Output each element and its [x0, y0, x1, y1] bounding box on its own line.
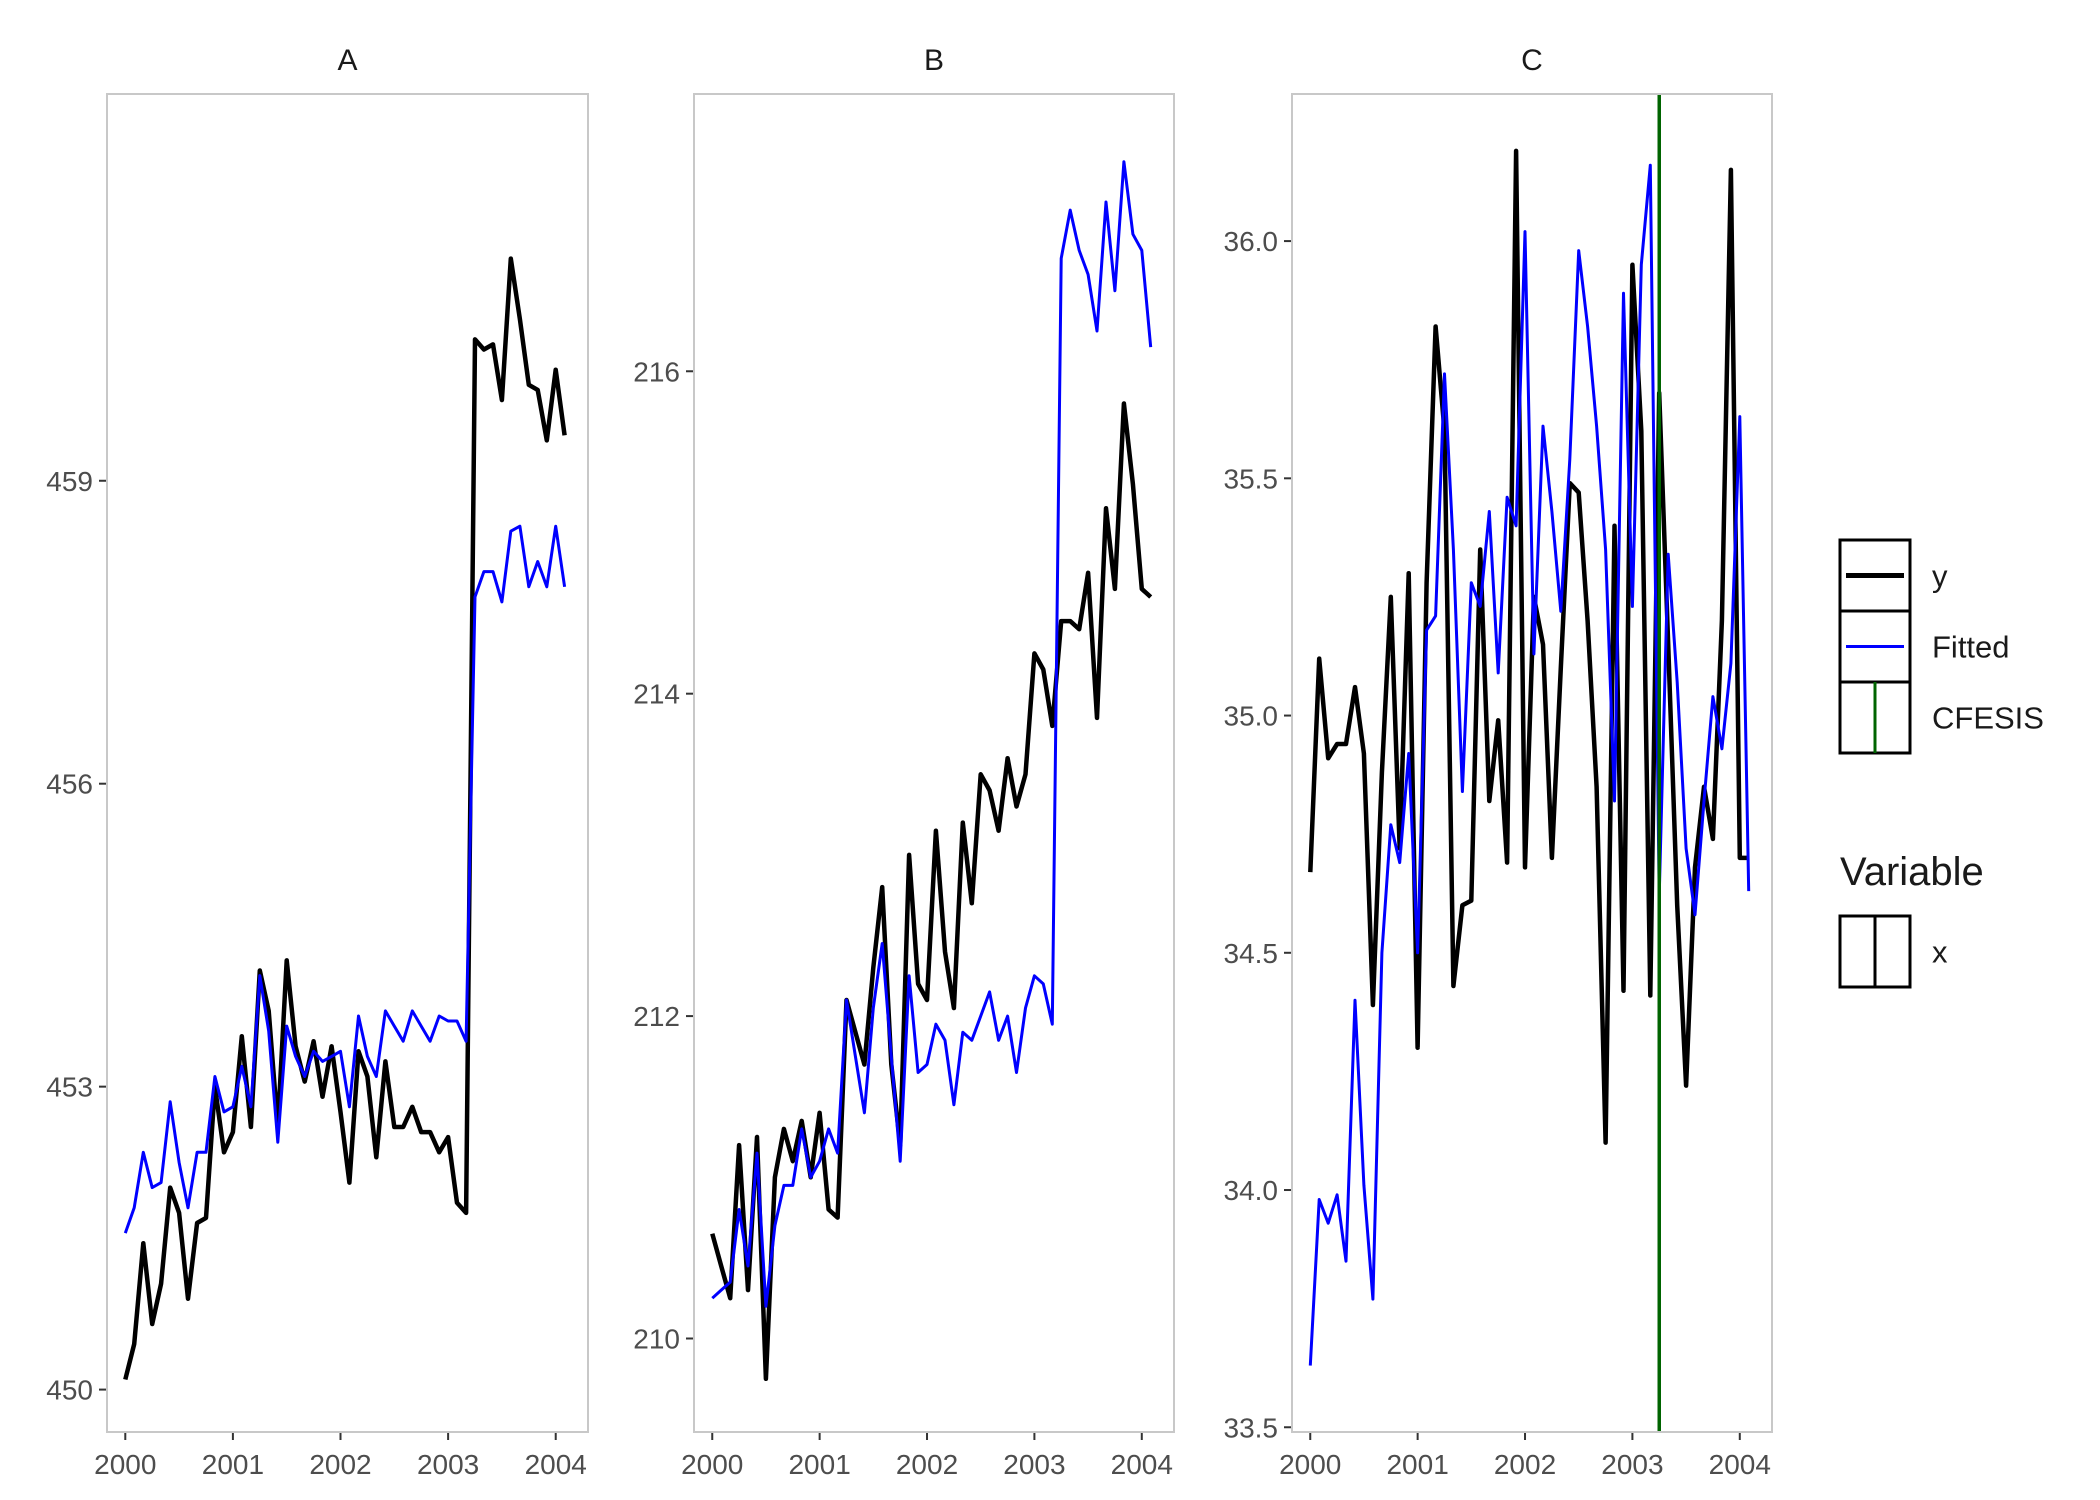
panel-a: A 2000 2001 2002 2003 2004 450 453 456 459 [46, 44, 589, 1480]
y-tick-label: 33.5 [1224, 1412, 1279, 1443]
series-line-fitted [1308, 163, 1751, 1366]
x-tick-label: 2002 [1494, 1449, 1556, 1480]
x-tick-label: 2002 [896, 1449, 958, 1480]
series-line-fitted [711, 160, 1153, 1308]
x-tick-label: 2004 [1709, 1449, 1771, 1480]
y-tick-label: 450 [46, 1375, 93, 1406]
legend-label: x [1932, 935, 1948, 970]
y-tick-label: 34.5 [1224, 938, 1279, 969]
y-tick-label: 456 [46, 769, 93, 800]
x-tick-label: 2000 [681, 1449, 743, 1480]
y-tick-label: 459 [46, 466, 93, 497]
x-tick-label: 2001 [202, 1449, 264, 1480]
panel-title: B [924, 44, 944, 77]
y-tick-label: 210 [633, 1324, 680, 1355]
series-line-y [710, 401, 1153, 1382]
y-tick-label: 34.0 [1224, 1175, 1279, 1206]
panel-border [106, 93, 589, 1433]
y-tick-label: 216 [633, 356, 680, 387]
panel-title: C [1521, 44, 1543, 77]
panel-border [693, 93, 1175, 1433]
y-tick-label: 36.0 [1224, 226, 1279, 257]
panel-border [1291, 93, 1773, 1433]
y-tick-label: 214 [633, 679, 680, 710]
x-tick-label: 2003 [417, 1449, 479, 1480]
y-tick-label: 35.5 [1224, 463, 1279, 494]
x-tick-label: 2000 [1279, 1449, 1341, 1480]
legend-label: y [1932, 559, 1948, 594]
x-tick-label: 2001 [1386, 1449, 1448, 1480]
series-line-y [123, 256, 567, 1381]
legend-title: Variable [1840, 850, 1984, 894]
y-tick-label: 453 [46, 1072, 93, 1103]
legend-label: CFESIS [1932, 701, 2044, 736]
x-tick-label: 2004 [1111, 1449, 1173, 1480]
x-tick-label: 2003 [1003, 1449, 1065, 1480]
x-tick-label: 2003 [1601, 1449, 1663, 1480]
series-line-y [1308, 148, 1749, 1145]
panel-title: A [337, 44, 357, 77]
series-line-fitted [123, 524, 567, 1234]
legend-label: Fitted [1932, 630, 2010, 665]
x-tick-label: 2001 [788, 1449, 850, 1480]
series-group [710, 160, 1153, 1382]
y-tick-label: 35.0 [1224, 701, 1279, 732]
panel-c: C 2000 2001 2002 2003 2004 33.5 34.0 34.5 35.0 35.… [1224, 44, 1773, 1480]
x-tick-label: 2000 [94, 1449, 156, 1480]
legend: y Fitted CFESIS Variable x [1838, 538, 2044, 989]
x-tick-label: 2004 [525, 1449, 587, 1480]
y-tick-label: 212 [633, 1001, 680, 1032]
panel-b: B 2000 2001 2002 2003 2004 210 212 214 216 [633, 44, 1175, 1480]
series-group [1308, 148, 1751, 1366]
series-group [123, 256, 567, 1381]
x-tick-label: 2002 [309, 1449, 371, 1480]
